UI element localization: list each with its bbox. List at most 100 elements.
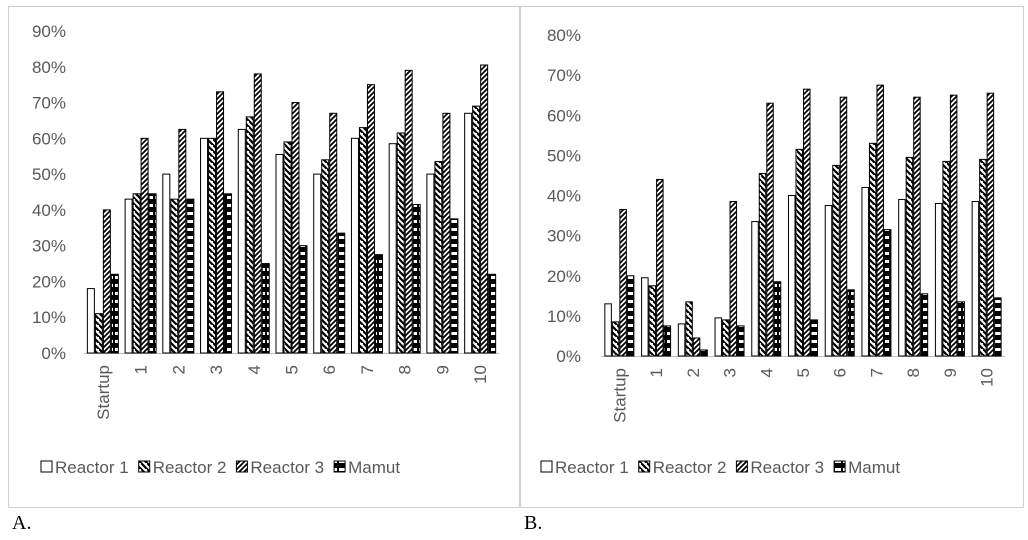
bar-reactor-1 (751, 221, 759, 357)
bar-reactor-1 (464, 112, 473, 354)
y-tick-label: 70% (32, 94, 66, 113)
bar-reactor-2 (472, 105, 481, 354)
bar-reactor-1 (275, 153, 284, 354)
bar-reactor-3 (766, 102, 774, 357)
x-tick-label: 7 (867, 368, 886, 377)
panel-label-b: B. (524, 512, 543, 534)
bar-reactor-1 (162, 173, 171, 354)
bar-reactor-2 (685, 301, 693, 357)
legend-label: Mamut (848, 458, 900, 477)
x-tick-label: 1 (132, 365, 151, 374)
x-tick-label: 9 (941, 368, 960, 377)
bar-reactor-3 (480, 64, 489, 354)
x-tick-label: 10 (471, 365, 490, 384)
bar-reactor-2 (358, 127, 367, 354)
bar-mamut (299, 245, 308, 354)
bar-reactor-2 (979, 158, 987, 357)
y-tick-label: 30% (32, 237, 66, 256)
bar-reactor-1 (641, 277, 649, 357)
bar-reactor-1 (124, 198, 133, 354)
bar-reactor-2 (648, 285, 657, 357)
x-tick-label: Startup (610, 368, 629, 423)
bar-mamut (920, 293, 929, 357)
bar-reactor-1 (824, 205, 833, 357)
y-tick-label: 10% (547, 307, 581, 326)
bar-reactor-3 (102, 209, 111, 354)
bar-reactor-3 (216, 91, 225, 354)
legend-label: Reactor 2 (153, 458, 227, 477)
y-tick-label: 50% (32, 165, 66, 184)
bar-reactor-3 (253, 73, 262, 354)
legend-label: Reactor 1 (555, 458, 629, 477)
y-tick-label: 70% (547, 66, 581, 85)
x-tick-label: 2 (169, 365, 188, 374)
x-tick-label: 3 (721, 368, 740, 377)
x-tick-label: 9 (433, 365, 452, 374)
bar-reactor-1 (86, 288, 95, 354)
legend-label: Reactor 1 (55, 458, 129, 477)
x-tick-label: 7 (358, 365, 377, 374)
chart-panel-b: 0% 10% 20% 30% 40% 50% 60% 70% 80% Startup 1 2 3 4 5 6 7… (520, 6, 1024, 508)
bar-mamut (412, 204, 421, 354)
bar-reactor-1 (604, 303, 612, 357)
x-tick-label: 2 (684, 368, 703, 377)
legend-swatch (40, 460, 53, 473)
bar-reactor-2 (905, 156, 914, 357)
chart-a: 0% 10% 20% 30% 40% 50% 60% 70% 80% 90% Startup 1 2 3 4… (32, 22, 499, 477)
x-tick-label: 1 (647, 368, 666, 377)
bar-mamut (737, 325, 745, 357)
x-tick-label: 5 (794, 368, 813, 377)
bar-mamut (883, 229, 892, 357)
bar-reactor-2 (832, 164, 840, 357)
bar-mamut (186, 198, 195, 354)
bar-mamut (224, 193, 233, 354)
bar-mamut (374, 254, 383, 354)
bar-reactor-3 (656, 178, 664, 357)
x-tick-label: 10 (978, 368, 997, 387)
bar-reactor-1 (313, 173, 322, 354)
bar-reactor-2 (208, 137, 217, 354)
y-tick-label: 80% (32, 58, 66, 77)
bar-mamut (957, 301, 965, 357)
y-tick-label: 20% (32, 272, 66, 291)
y-tick-label: 80% (547, 26, 581, 45)
chart-b: 0% 10% 20% 30% 40% 50% 60% 70% 80% Startup 1 2 3 4 5 6 7… (540, 26, 1005, 477)
bar-reactor-2 (396, 132, 405, 354)
y-tick-label: 30% (547, 227, 581, 246)
bar-mamut (700, 349, 708, 357)
x-tick-label: Startup (94, 365, 113, 420)
bar-reactor-3 (913, 96, 921, 357)
bar-mamut (110, 273, 119, 354)
y-tick-label: 90% (32, 22, 66, 41)
bar-reactor-1 (788, 195, 796, 357)
bar-reactor-2 (170, 198, 179, 354)
legend-label: Mamut (348, 458, 400, 477)
bar-mamut (994, 297, 1002, 357)
bar-reactor-2 (321, 159, 330, 354)
bar-reactor-1 (677, 323, 686, 357)
bar-reactor-2 (283, 141, 292, 354)
bar-reactor-3 (949, 94, 958, 357)
bar-reactor-2 (722, 319, 730, 357)
bar-reactor-3 (692, 337, 701, 357)
x-tick-label: 3 (207, 365, 226, 374)
bar-reactor-3 (986, 92, 995, 357)
bar-reactor-1 (934, 203, 943, 357)
bar-reactor-1 (971, 201, 980, 357)
x-tick-label: 8 (396, 365, 415, 374)
bar-reactor-3 (140, 137, 149, 354)
bar-reactor-3 (329, 112, 338, 354)
x-tick-label: 4 (245, 365, 264, 374)
bar-reactor-3 (619, 209, 627, 357)
bar-reactor-3 (876, 84, 884, 357)
bar-mamut (663, 325, 672, 357)
legend-label: Reactor 3 (250, 458, 324, 477)
bar-reactor-3 (404, 69, 413, 354)
bar-mamut (488, 273, 497, 354)
bar-reactor-3 (803, 88, 811, 357)
legend-label: Reactor 3 (750, 458, 824, 477)
bar-mamut (773, 281, 782, 357)
bar-mamut (148, 193, 157, 354)
legend-swatch (540, 460, 553, 473)
bar-reactor-2 (758, 172, 767, 357)
